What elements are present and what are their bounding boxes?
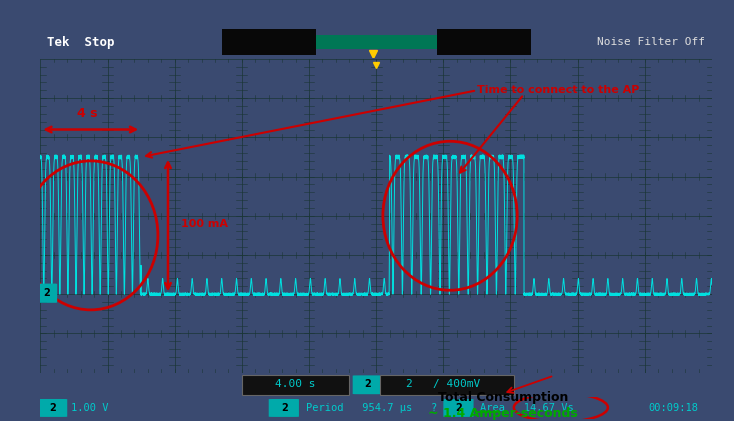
FancyBboxPatch shape <box>242 375 349 394</box>
Text: Tek  Stop: Tek Stop <box>47 36 115 48</box>
Text: 2   / 400mV: 2 / 400mV <box>406 379 481 389</box>
Text: 2: 2 <box>281 402 288 413</box>
FancyBboxPatch shape <box>379 375 514 394</box>
FancyBboxPatch shape <box>443 399 473 417</box>
FancyBboxPatch shape <box>352 376 383 394</box>
Text: 1.00 V: 1.00 V <box>70 402 108 413</box>
Bar <box>437 29 531 55</box>
Text: Time to connect to the AP: Time to connect to the AP <box>477 85 639 95</box>
Text: Area   14.67 Vs: Area 14.67 Vs <box>480 402 574 413</box>
FancyBboxPatch shape <box>269 399 299 417</box>
Text: Noise Filter Off: Noise Filter Off <box>597 37 705 47</box>
FancyBboxPatch shape <box>37 284 57 303</box>
Text: 4.00 s: 4.00 s <box>275 379 316 389</box>
FancyBboxPatch shape <box>37 399 68 417</box>
Text: ~ 1.4 Amper-seconds: ~ 1.4 Amper-seconds <box>428 407 578 420</box>
Text: 2: 2 <box>44 288 51 298</box>
Text: 2: 2 <box>49 402 56 413</box>
Text: 100 mA: 100 mA <box>181 218 228 229</box>
Text: 2: 2 <box>455 402 462 413</box>
Text: Period   954.7 μs   ?: Period 954.7 μs ? <box>305 402 437 413</box>
Bar <box>222 29 316 55</box>
Text: Total Consumption: Total Consumption <box>437 392 568 404</box>
Bar <box>316 35 437 49</box>
Text: 2: 2 <box>365 379 371 389</box>
Text: 4 s: 4 s <box>77 107 98 120</box>
Text: 00:09:18: 00:09:18 <box>649 402 699 413</box>
